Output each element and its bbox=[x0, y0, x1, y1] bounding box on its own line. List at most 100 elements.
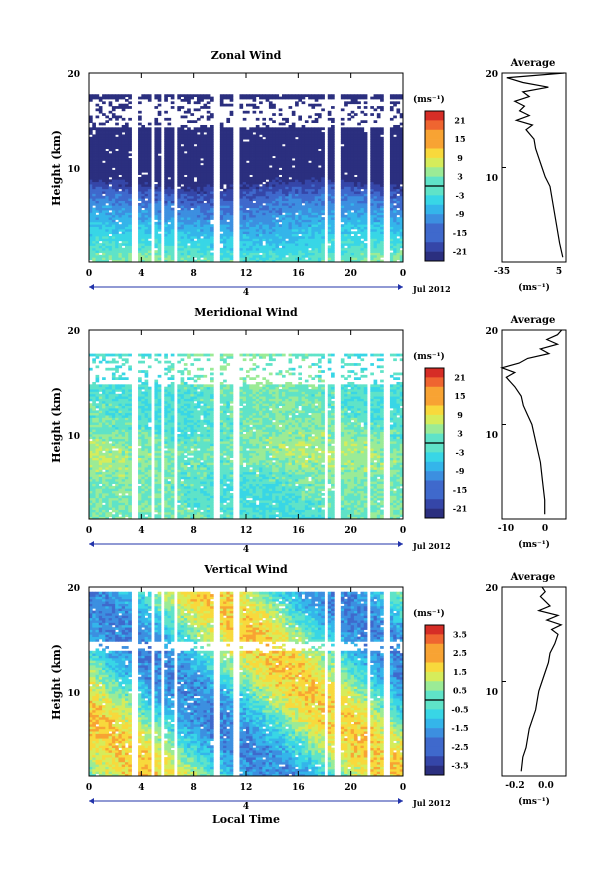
heatmap-cell bbox=[262, 167, 267, 171]
heatmap-cell bbox=[164, 167, 168, 171]
heatmap-cell bbox=[252, 186, 257, 190]
heatmap-cell bbox=[389, 193, 394, 197]
heatmap-cell bbox=[314, 132, 319, 135]
heatmap-cell bbox=[285, 162, 289, 166]
heatmap-cell bbox=[141, 179, 145, 183]
heatmap-cell bbox=[118, 181, 123, 185]
heatmap-cell bbox=[373, 134, 378, 138]
heatmap-cell bbox=[200, 200, 204, 204]
heatmap-cell bbox=[210, 233, 214, 237]
heatmap-cell bbox=[340, 129, 345, 133]
heatmap-cell bbox=[118, 233, 123, 237]
heatmap-cell bbox=[350, 198, 355, 201]
heatmap-cell bbox=[308, 254, 312, 258]
heatmap-cell bbox=[304, 210, 309, 213]
heatmap-cell bbox=[183, 132, 188, 135]
heatmap-cell bbox=[164, 179, 168, 183]
heatmap-cell bbox=[98, 143, 103, 147]
heatmap-cell bbox=[268, 162, 273, 166]
heatmap-cell bbox=[317, 150, 322, 154]
heatmap-cell bbox=[317, 252, 322, 256]
heatmap-cell bbox=[311, 158, 316, 161]
heatmap-cell bbox=[164, 205, 168, 209]
heatmap-cell bbox=[102, 217, 106, 220]
heatmap-cell bbox=[187, 210, 191, 213]
heatmap-cell bbox=[118, 167, 123, 171]
heatmap-cell bbox=[108, 162, 113, 166]
heatmap-cell bbox=[291, 146, 296, 149]
heatmap-cell bbox=[340, 158, 345, 161]
heatmap-cell bbox=[111, 193, 116, 197]
heatmap-cell bbox=[268, 219, 273, 223]
heatmap-cell bbox=[285, 245, 289, 249]
heatmap-cell bbox=[278, 195, 283, 199]
heatmap-cell bbox=[115, 212, 119, 216]
heatmap-cell bbox=[164, 139, 168, 142]
heatmap-cell bbox=[275, 146, 280, 149]
heatmap-cell bbox=[167, 184, 172, 187]
heatmap-cell bbox=[314, 169, 319, 173]
heatmap-cell bbox=[128, 165, 132, 168]
heatmap-cell bbox=[196, 167, 201, 171]
heatmap-cell bbox=[164, 174, 168, 178]
heatmap-cell bbox=[115, 106, 119, 109]
heatmap-cell bbox=[196, 186, 201, 190]
heatmap-cell bbox=[265, 127, 270, 131]
heatmap-cell bbox=[105, 219, 110, 223]
heatmap-cell bbox=[389, 134, 394, 138]
heatmap-cell bbox=[380, 195, 384, 199]
heatmap-cell bbox=[311, 198, 316, 201]
heatmap-cell bbox=[147, 243, 152, 246]
heatmap-cell bbox=[102, 113, 106, 116]
heatmap-cell bbox=[295, 94, 299, 98]
heatmap-cell bbox=[141, 158, 145, 161]
heatmap-cell bbox=[89, 441, 93, 444]
heatmap-cell bbox=[317, 257, 322, 261]
heatmap-cell bbox=[239, 136, 244, 140]
heatmap-cell bbox=[108, 200, 113, 204]
heatmap-cell bbox=[331, 176, 335, 180]
heatmap-cell bbox=[98, 184, 103, 187]
heatmap-cell bbox=[111, 217, 116, 220]
heatmap-cell bbox=[177, 132, 181, 135]
heatmap-cell bbox=[317, 134, 322, 138]
heatmap-cell bbox=[144, 181, 149, 185]
heatmap-cell bbox=[340, 141, 345, 145]
heatmap-cell bbox=[115, 214, 119, 218]
heatmap-cell bbox=[89, 240, 93, 244]
heatmap-cell bbox=[92, 174, 96, 178]
heatmap-cell bbox=[350, 98, 355, 102]
heatmap-cell bbox=[295, 191, 299, 194]
heatmap-cell bbox=[265, 238, 270, 242]
heatmap-cell bbox=[111, 132, 116, 135]
heatmap-cell bbox=[223, 219, 227, 223]
heatmap-cell bbox=[164, 198, 168, 201]
heatmap-cell bbox=[291, 231, 296, 235]
heatmap-cell bbox=[357, 257, 361, 261]
heatmap-cell bbox=[275, 226, 280, 230]
heatmap-cell bbox=[115, 257, 119, 261]
heatmap-cell bbox=[376, 240, 381, 244]
heatmap-cell bbox=[138, 148, 142, 152]
heatmap-cell bbox=[301, 233, 306, 237]
heatmap-cell bbox=[223, 202, 227, 206]
heatmap-cell bbox=[357, 96, 361, 100]
heatmap-cell bbox=[272, 254, 276, 258]
heatmap-cell bbox=[95, 162, 100, 166]
heatmap-cell bbox=[380, 219, 384, 223]
heatmap-cell bbox=[183, 198, 188, 201]
heatmap-cell bbox=[177, 212, 181, 216]
heatmap-cell bbox=[210, 167, 214, 171]
heatmap-cell bbox=[203, 165, 208, 168]
heatmap-cell bbox=[210, 134, 214, 138]
heatmap-cell bbox=[255, 162, 260, 166]
heatmap-cell bbox=[223, 217, 227, 220]
heatmap-cell bbox=[259, 110, 263, 114]
heatmap-cell bbox=[147, 240, 152, 244]
heatmap-cell bbox=[98, 141, 103, 145]
heatmap-cell bbox=[89, 502, 93, 506]
heatmap-cell bbox=[190, 202, 195, 206]
heatmap-cell bbox=[219, 236, 224, 239]
heatmap-cell bbox=[344, 238, 348, 242]
heatmap-cell bbox=[265, 169, 270, 173]
